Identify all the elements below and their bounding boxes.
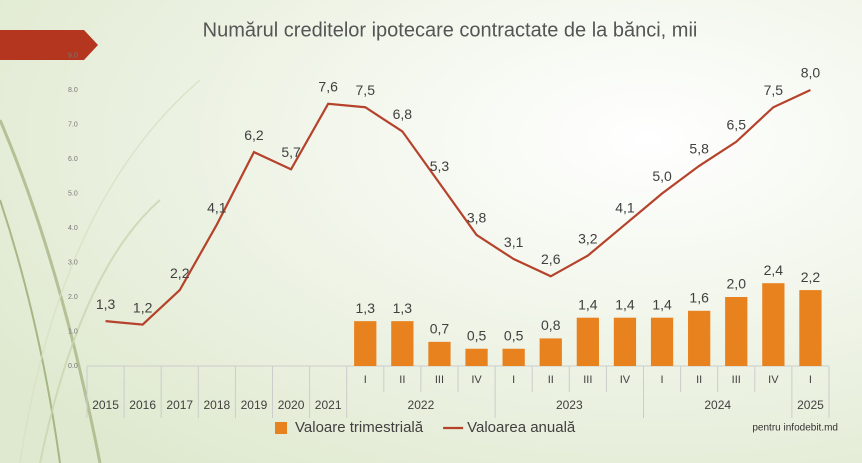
bar xyxy=(465,348,488,366)
y-tick-label: 7.0 xyxy=(68,121,78,128)
value-label: 1,3 xyxy=(356,300,376,316)
x-group-label: 2025 xyxy=(797,398,824,412)
value-label: 1,3 xyxy=(393,300,413,316)
bar xyxy=(762,283,785,366)
bar xyxy=(576,317,599,366)
bar xyxy=(354,321,377,366)
bar xyxy=(502,348,525,366)
value-label: 2,2 xyxy=(801,269,821,285)
value-label: 1,3 xyxy=(96,296,116,312)
y-tick-label: 5.0 xyxy=(68,190,78,197)
value-label: 1,2 xyxy=(133,299,153,315)
x-tick-label: III xyxy=(583,374,592,386)
x-tick-label: IV xyxy=(471,374,482,386)
bar xyxy=(391,321,414,366)
value-label: 2,6 xyxy=(541,251,561,267)
value-label: 2,2 xyxy=(170,265,190,281)
x-tick-label: II xyxy=(399,374,405,386)
value-label: 0,8 xyxy=(541,317,561,333)
x-group-label: 2019 xyxy=(241,398,268,412)
bar xyxy=(799,290,822,366)
value-label: 0,7 xyxy=(430,321,450,337)
value-label: 2,4 xyxy=(764,262,784,278)
value-label: 5,8 xyxy=(689,141,709,157)
value-label: 3,8 xyxy=(467,210,487,226)
value-label: 4,1 xyxy=(207,199,227,215)
decoration xyxy=(19,79,201,463)
x-group-label: 2020 xyxy=(278,398,305,412)
x-tick-label: I xyxy=(364,374,367,386)
note: pentru infodebit.md xyxy=(752,423,838,434)
legend-label: Valoare trimestrială xyxy=(295,419,424,436)
x-tick-label: IV xyxy=(620,374,631,386)
y-tick-label: 1.0 xyxy=(68,328,78,335)
value-label: 3,2 xyxy=(578,230,598,246)
x-group-label: 2023 xyxy=(556,398,583,412)
x-tick-label: III xyxy=(732,374,741,386)
y-tick-label: 4.0 xyxy=(68,225,78,232)
value-label: 7,6 xyxy=(318,79,338,95)
value-label: 6,8 xyxy=(393,106,413,122)
value-label: 1,6 xyxy=(689,290,709,306)
decoration xyxy=(0,119,102,463)
value-label: 6,5 xyxy=(727,116,747,132)
x-tick-label: IV xyxy=(768,374,779,386)
bar xyxy=(688,310,711,366)
x-group-label: 2021 xyxy=(315,398,342,412)
chart-title: Numărul creditelor ipotecare contractate… xyxy=(203,19,698,41)
value-label: 6,2 xyxy=(244,127,264,143)
x-group-label: 2016 xyxy=(129,398,156,412)
x-group-label: 2018 xyxy=(203,398,230,412)
value-label: 0,5 xyxy=(504,327,524,343)
x-tick-label: I xyxy=(512,374,515,386)
x-group-label: 2022 xyxy=(408,398,435,412)
value-label: 7,5 xyxy=(764,82,784,98)
y-tick-label: 6.0 xyxy=(68,156,78,163)
value-label: 5,7 xyxy=(281,144,301,160)
value-label: 2,0 xyxy=(727,276,747,292)
value-label: 5,3 xyxy=(430,158,450,174)
bar xyxy=(428,341,451,366)
line xyxy=(105,89,811,326)
bar xyxy=(539,338,562,366)
value-label: 8,0 xyxy=(801,65,821,81)
value-label: 3,1 xyxy=(504,234,524,250)
x-tick-label: I xyxy=(809,374,812,386)
y-tick-label: 3.0 xyxy=(68,259,78,266)
value-label: 1,4 xyxy=(652,296,672,312)
legend-swatch xyxy=(275,422,287,434)
x-tick-label: III xyxy=(435,374,444,386)
y-tick-label: 9.0 xyxy=(68,52,78,59)
x-tick-label: II xyxy=(696,374,702,386)
value-label: 0,5 xyxy=(467,327,487,343)
value-label: 7,5 xyxy=(356,82,376,98)
banner xyxy=(0,30,98,60)
value-label: 1,4 xyxy=(578,296,598,312)
x-group-label: 2017 xyxy=(166,398,193,412)
value-label: 1,4 xyxy=(615,296,635,312)
value-label: 5,0 xyxy=(652,168,672,184)
legend-label: Valoarea anuală xyxy=(467,419,576,436)
x-tick-label: II xyxy=(548,374,554,386)
y-tick-label: 0.0 xyxy=(68,363,78,370)
bar xyxy=(725,297,748,366)
bar xyxy=(613,317,637,366)
decoration xyxy=(39,199,161,463)
x-tick-label: I xyxy=(661,374,664,386)
x-group-label: 2024 xyxy=(704,398,731,412)
x-group-label: 2015 xyxy=(92,398,119,412)
bar xyxy=(650,317,674,366)
y-tick-label: 8.0 xyxy=(68,87,78,94)
value-label: 4,1 xyxy=(615,199,635,215)
y-tick-label: 2.0 xyxy=(68,294,78,301)
decoration xyxy=(0,199,61,463)
